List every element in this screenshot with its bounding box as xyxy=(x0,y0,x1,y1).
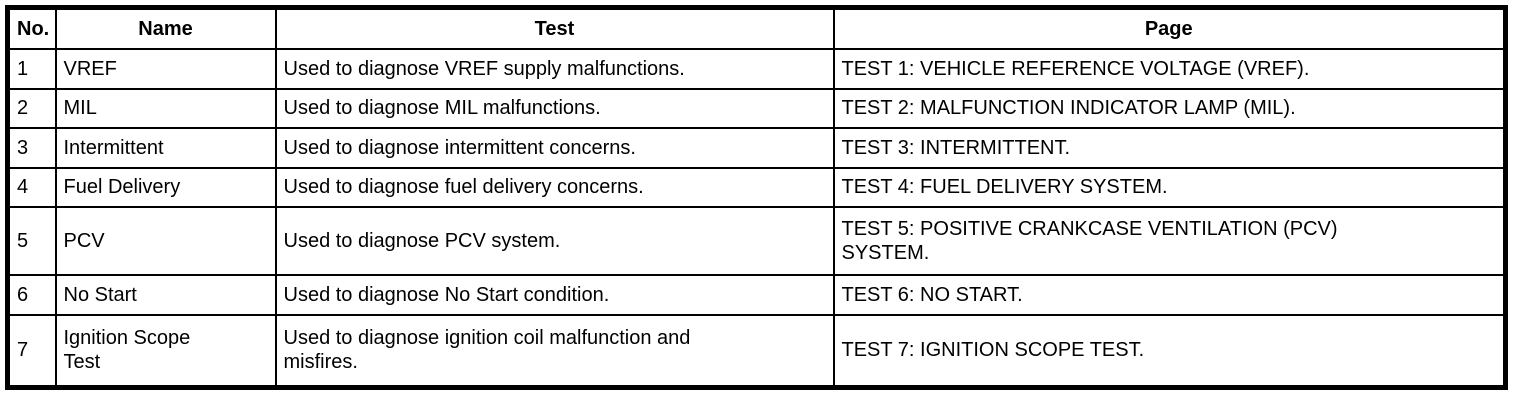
cell-page: TEST 3: INTERMITTENT. xyxy=(832,126,1507,169)
table-row: 6 No Start Used to diagnose No Start con… xyxy=(6,273,1507,316)
column-header-test: Test xyxy=(274,6,835,50)
cell-test: Used to diagnose MIL malfunctions. xyxy=(274,87,835,129)
cell-test: Used to diagnose No Start condition. xyxy=(274,273,835,316)
column-header-no: No. xyxy=(6,6,57,50)
table-header: No. Name Test Page xyxy=(6,6,1507,50)
cell-no: 5 xyxy=(6,205,57,276)
cell-no: 1 xyxy=(6,47,57,90)
cell-name: PCV xyxy=(54,205,277,276)
cell-no: 7 xyxy=(6,313,57,389)
table-row: 1 VREF Used to diagnose VREF supply malf… xyxy=(6,47,1507,90)
cell-no: 4 xyxy=(6,166,57,208)
header-row: No. Name Test Page xyxy=(6,6,1507,50)
cell-page: TEST 1: VEHICLE REFERENCE VOLTAGE (VREF)… xyxy=(832,47,1507,90)
column-header-page: Page xyxy=(832,6,1507,50)
table-row: 4 Fuel Delivery Used to diagnose fuel de… xyxy=(6,166,1507,208)
cell-page: TEST 5: POSITIVE CRANKCASE VENTILATION (… xyxy=(832,205,1507,276)
cell-name: MIL xyxy=(54,87,277,129)
column-header-name: Name xyxy=(54,6,277,50)
cell-name: VREF xyxy=(54,47,277,90)
cell-page: TEST 4: FUEL DELIVERY SYSTEM. xyxy=(832,166,1507,208)
table-row: 3 Intermittent Used to diagnose intermit… xyxy=(6,126,1507,169)
cell-name: Fuel Delivery xyxy=(54,166,277,208)
cell-page: TEST 7: IGNITION SCOPE TEST. xyxy=(832,313,1507,389)
cell-no: 3 xyxy=(6,126,57,169)
table-row: 5 PCV Used to diagnose PCV system. TEST … xyxy=(6,205,1507,276)
cell-page: TEST 2: MALFUNCTION INDICATOR LAMP (MIL)… xyxy=(832,87,1507,129)
cell-test: Used to diagnose ignition coil malfuncti… xyxy=(274,313,835,389)
cell-test: Used to diagnose PCV system. xyxy=(274,205,835,276)
cell-page: TEST 6: NO START. xyxy=(832,273,1507,316)
cell-name: No Start xyxy=(54,273,277,316)
cell-test: Used to diagnose fuel delivery concerns. xyxy=(274,166,835,208)
cell-name: Ignition Scope Test xyxy=(54,313,277,389)
diagnostic-tests-table: No. Name Test Page 1 VREF Used to diagno… xyxy=(5,5,1508,390)
cell-no: 6 xyxy=(6,273,57,316)
cell-test: Used to diagnose VREF supply malfunction… xyxy=(274,47,835,90)
cell-test: Used to diagnose intermittent concerns. xyxy=(274,126,835,169)
cell-no: 2 xyxy=(6,87,57,129)
cell-name: Intermittent xyxy=(54,126,277,169)
table-row: 7 Ignition Scope Test Used to diagnose i… xyxy=(6,313,1507,389)
table-row: 2 MIL Used to diagnose MIL malfunctions.… xyxy=(6,87,1507,129)
table-body: 1 VREF Used to diagnose VREF supply malf… xyxy=(6,47,1507,389)
